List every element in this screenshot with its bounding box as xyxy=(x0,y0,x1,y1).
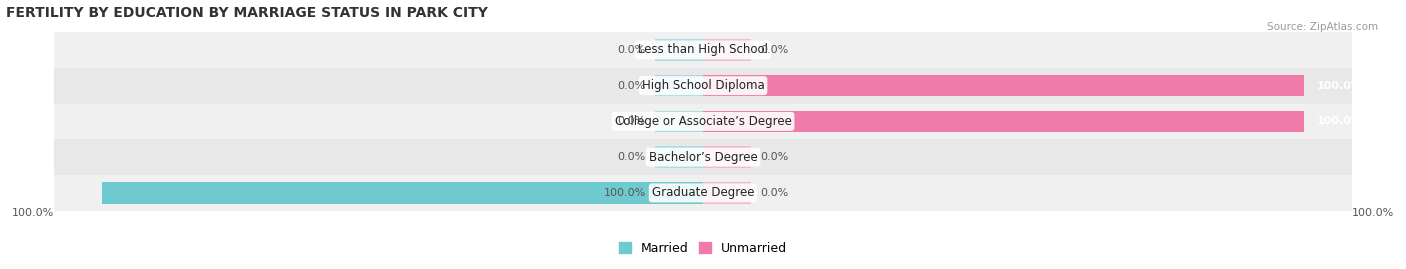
Text: Less than High School: Less than High School xyxy=(638,43,768,56)
Text: 0.0%: 0.0% xyxy=(617,152,645,162)
Text: 0.0%: 0.0% xyxy=(617,45,645,55)
Text: Source: ZipAtlas.com: Source: ZipAtlas.com xyxy=(1267,22,1378,31)
Text: 0.0%: 0.0% xyxy=(617,81,645,91)
Bar xyxy=(655,39,703,61)
Bar xyxy=(703,146,751,168)
Bar xyxy=(53,175,1353,211)
Bar xyxy=(703,111,1305,132)
Bar xyxy=(53,139,1353,175)
Text: 0.0%: 0.0% xyxy=(761,45,789,55)
Text: 100.0%: 100.0% xyxy=(1316,116,1362,126)
Text: College or Associate’s Degree: College or Associate’s Degree xyxy=(614,115,792,128)
Bar xyxy=(101,182,703,204)
Text: 100.0%: 100.0% xyxy=(11,208,53,218)
Text: Graduate Degree: Graduate Degree xyxy=(652,186,754,199)
Bar xyxy=(53,32,1353,68)
Bar xyxy=(655,75,703,96)
Bar xyxy=(655,111,703,132)
Text: High School Diploma: High School Diploma xyxy=(641,79,765,92)
Text: 0.0%: 0.0% xyxy=(761,152,789,162)
Bar xyxy=(53,104,1353,139)
Text: 100.0%: 100.0% xyxy=(1316,81,1362,91)
Bar xyxy=(703,182,751,204)
Text: 100.0%: 100.0% xyxy=(1353,208,1395,218)
Text: 100.0%: 100.0% xyxy=(603,188,645,198)
Bar xyxy=(703,39,751,61)
Bar xyxy=(655,146,703,168)
Text: 0.0%: 0.0% xyxy=(617,116,645,126)
Bar xyxy=(53,68,1353,104)
Text: 0.0%: 0.0% xyxy=(761,188,789,198)
Bar xyxy=(703,75,1305,96)
Text: Bachelor’s Degree: Bachelor’s Degree xyxy=(648,151,758,164)
Legend: Married, Unmarried: Married, Unmarried xyxy=(613,237,793,260)
Text: FERTILITY BY EDUCATION BY MARRIAGE STATUS IN PARK CITY: FERTILITY BY EDUCATION BY MARRIAGE STATU… xyxy=(6,6,488,20)
